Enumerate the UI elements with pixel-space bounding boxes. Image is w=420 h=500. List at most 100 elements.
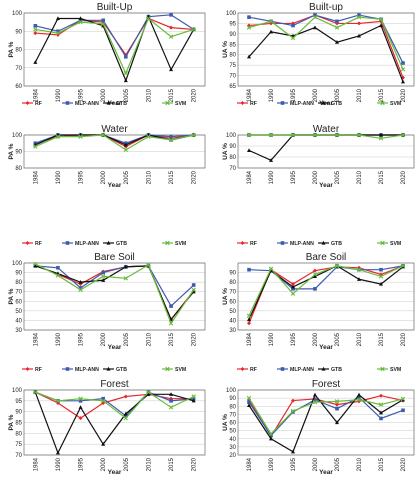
x-tick-label: 1995: [291, 170, 297, 184]
svm-marker: [191, 132, 196, 138]
gtb-marker: [33, 263, 38, 268]
mlp-ann-marker: [247, 267, 251, 272]
svm-marker: [268, 132, 274, 138]
plot-frame: [237, 262, 415, 331]
x-tick-label: 1990: [269, 170, 275, 184]
x-tick-label: 2000: [101, 332, 107, 346]
x-tick-label: 2000: [101, 170, 107, 184]
svm-marker: [33, 144, 38, 149]
svm-marker: [123, 147, 129, 153]
rf-marker: [240, 241, 245, 245]
x-tick-label: 2010: [357, 88, 363, 102]
x-axis-label: Year: [319, 344, 333, 351]
svm-marker: [334, 263, 340, 269]
chart-title: Built-Up: [97, 2, 133, 13]
y-tick-label: 90: [15, 29, 22, 35]
x-tick-label: 2000: [313, 88, 319, 102]
y-tick-label: 40: [229, 437, 236, 443]
svm-marker: [33, 389, 38, 395]
mlp-ann-marker: [101, 18, 105, 23]
svm-marker: [168, 34, 174, 39]
legend-label-gtb: GTB: [331, 101, 342, 107]
y-tick-label: 90: [229, 396, 236, 402]
y-tick-label: 75: [229, 63, 236, 69]
mlp-ann-marker: [65, 101, 70, 105]
mlp-ann-marker: [280, 241, 285, 245]
mlp-ann-marker: [101, 396, 105, 401]
svm-marker: [123, 415, 129, 421]
x-tick-label: 1995: [291, 457, 297, 471]
plot-frame: [23, 389, 206, 456]
svm-marker: [400, 67, 406, 72]
gtb-marker: [123, 264, 128, 269]
gtb-marker: [313, 392, 317, 397]
y-tick-label: 75: [15, 442, 22, 448]
mlp-ann-marker: [357, 13, 361, 17]
gtb-marker: [191, 289, 196, 294]
legend-label-svm: SVM: [390, 241, 401, 247]
y-tick-label: 80: [15, 48, 22, 54]
mlp-ann-marker: [56, 265, 60, 270]
y-tick-label: 40: [15, 318, 22, 324]
x-tick-label: 1995: [79, 332, 85, 346]
svm-marker: [356, 132, 362, 138]
svm-marker: [312, 399, 318, 405]
y-tick-label: 90: [229, 144, 236, 150]
gtb-marker: [321, 100, 326, 105]
x-tick-label: 2000: [313, 332, 319, 346]
y-tick-label: 30: [229, 328, 236, 334]
legend-label-mlp-ann: MLP-ANN: [290, 367, 314, 373]
x-tick-label: 1984: [33, 170, 39, 184]
y-tick-label: 70: [229, 74, 236, 80]
svm-marker: [356, 267, 362, 272]
legend: RF MLP-ANN GTB SVM: [237, 366, 401, 373]
svm-marker: [356, 14, 362, 20]
y-tick-label: 100: [226, 388, 237, 394]
mlp-ann-marker: [401, 408, 405, 413]
legend: RF MLP-ANN GTB SVM: [22, 100, 186, 107]
svm-marker: [378, 17, 384, 22]
gtb-marker: [247, 403, 251, 408]
x-tick-label: 2010: [146, 170, 152, 184]
legend-label-mlp-ann: MLP-ANN: [290, 241, 314, 247]
gtb-marker: [357, 392, 361, 397]
x-tick-label: 2005: [335, 332, 341, 346]
mlp-ann-marker: [379, 416, 383, 421]
rf-marker: [240, 367, 245, 371]
rf-marker: [291, 282, 295, 287]
mlp-ann-marker: [169, 134, 173, 139]
gtb-marker: [101, 441, 106, 446]
rf-marker: [25, 241, 30, 245]
svm-marker: [55, 30, 61, 36]
chart-title: Water: [313, 124, 340, 135]
gtb-marker: [321, 366, 326, 371]
svm-marker: [33, 27, 38, 32]
gtb-marker: [123, 411, 128, 416]
rf-marker: [25, 101, 30, 105]
gtb-marker: [357, 33, 361, 38]
gtb-marker: [269, 436, 273, 441]
mlp-ann-marker: [191, 283, 196, 287]
legend-label-svm: SVM: [175, 241, 186, 247]
x-tick-label: 1984: [33, 332, 39, 346]
x-tick-label: 1990: [56, 170, 62, 184]
svm-marker: [334, 132, 340, 138]
series-line-svm: [35, 391, 194, 419]
mlp-ann-marker: [280, 367, 285, 371]
series-line-svm: [248, 16, 404, 70]
y-tick-label: 80: [229, 280, 236, 286]
legend-label-svm: SVM: [390, 367, 401, 373]
svm-marker: [100, 132, 106, 138]
svm-marker: [290, 35, 296, 41]
y-tick-label: 65: [229, 84, 236, 90]
svm-marker: [378, 136, 384, 141]
y-tick-label: 100: [226, 11, 237, 17]
series-line-gtb: [35, 265, 195, 321]
gtb-marker: [123, 142, 128, 147]
plot-frame: [23, 262, 206, 331]
y-axis-label: PA %: [8, 414, 15, 430]
gtb-marker: [291, 449, 295, 454]
svm-marker: [356, 397, 362, 402]
mlp-ann-marker: [65, 367, 70, 371]
series-line-rf: [248, 14, 404, 78]
